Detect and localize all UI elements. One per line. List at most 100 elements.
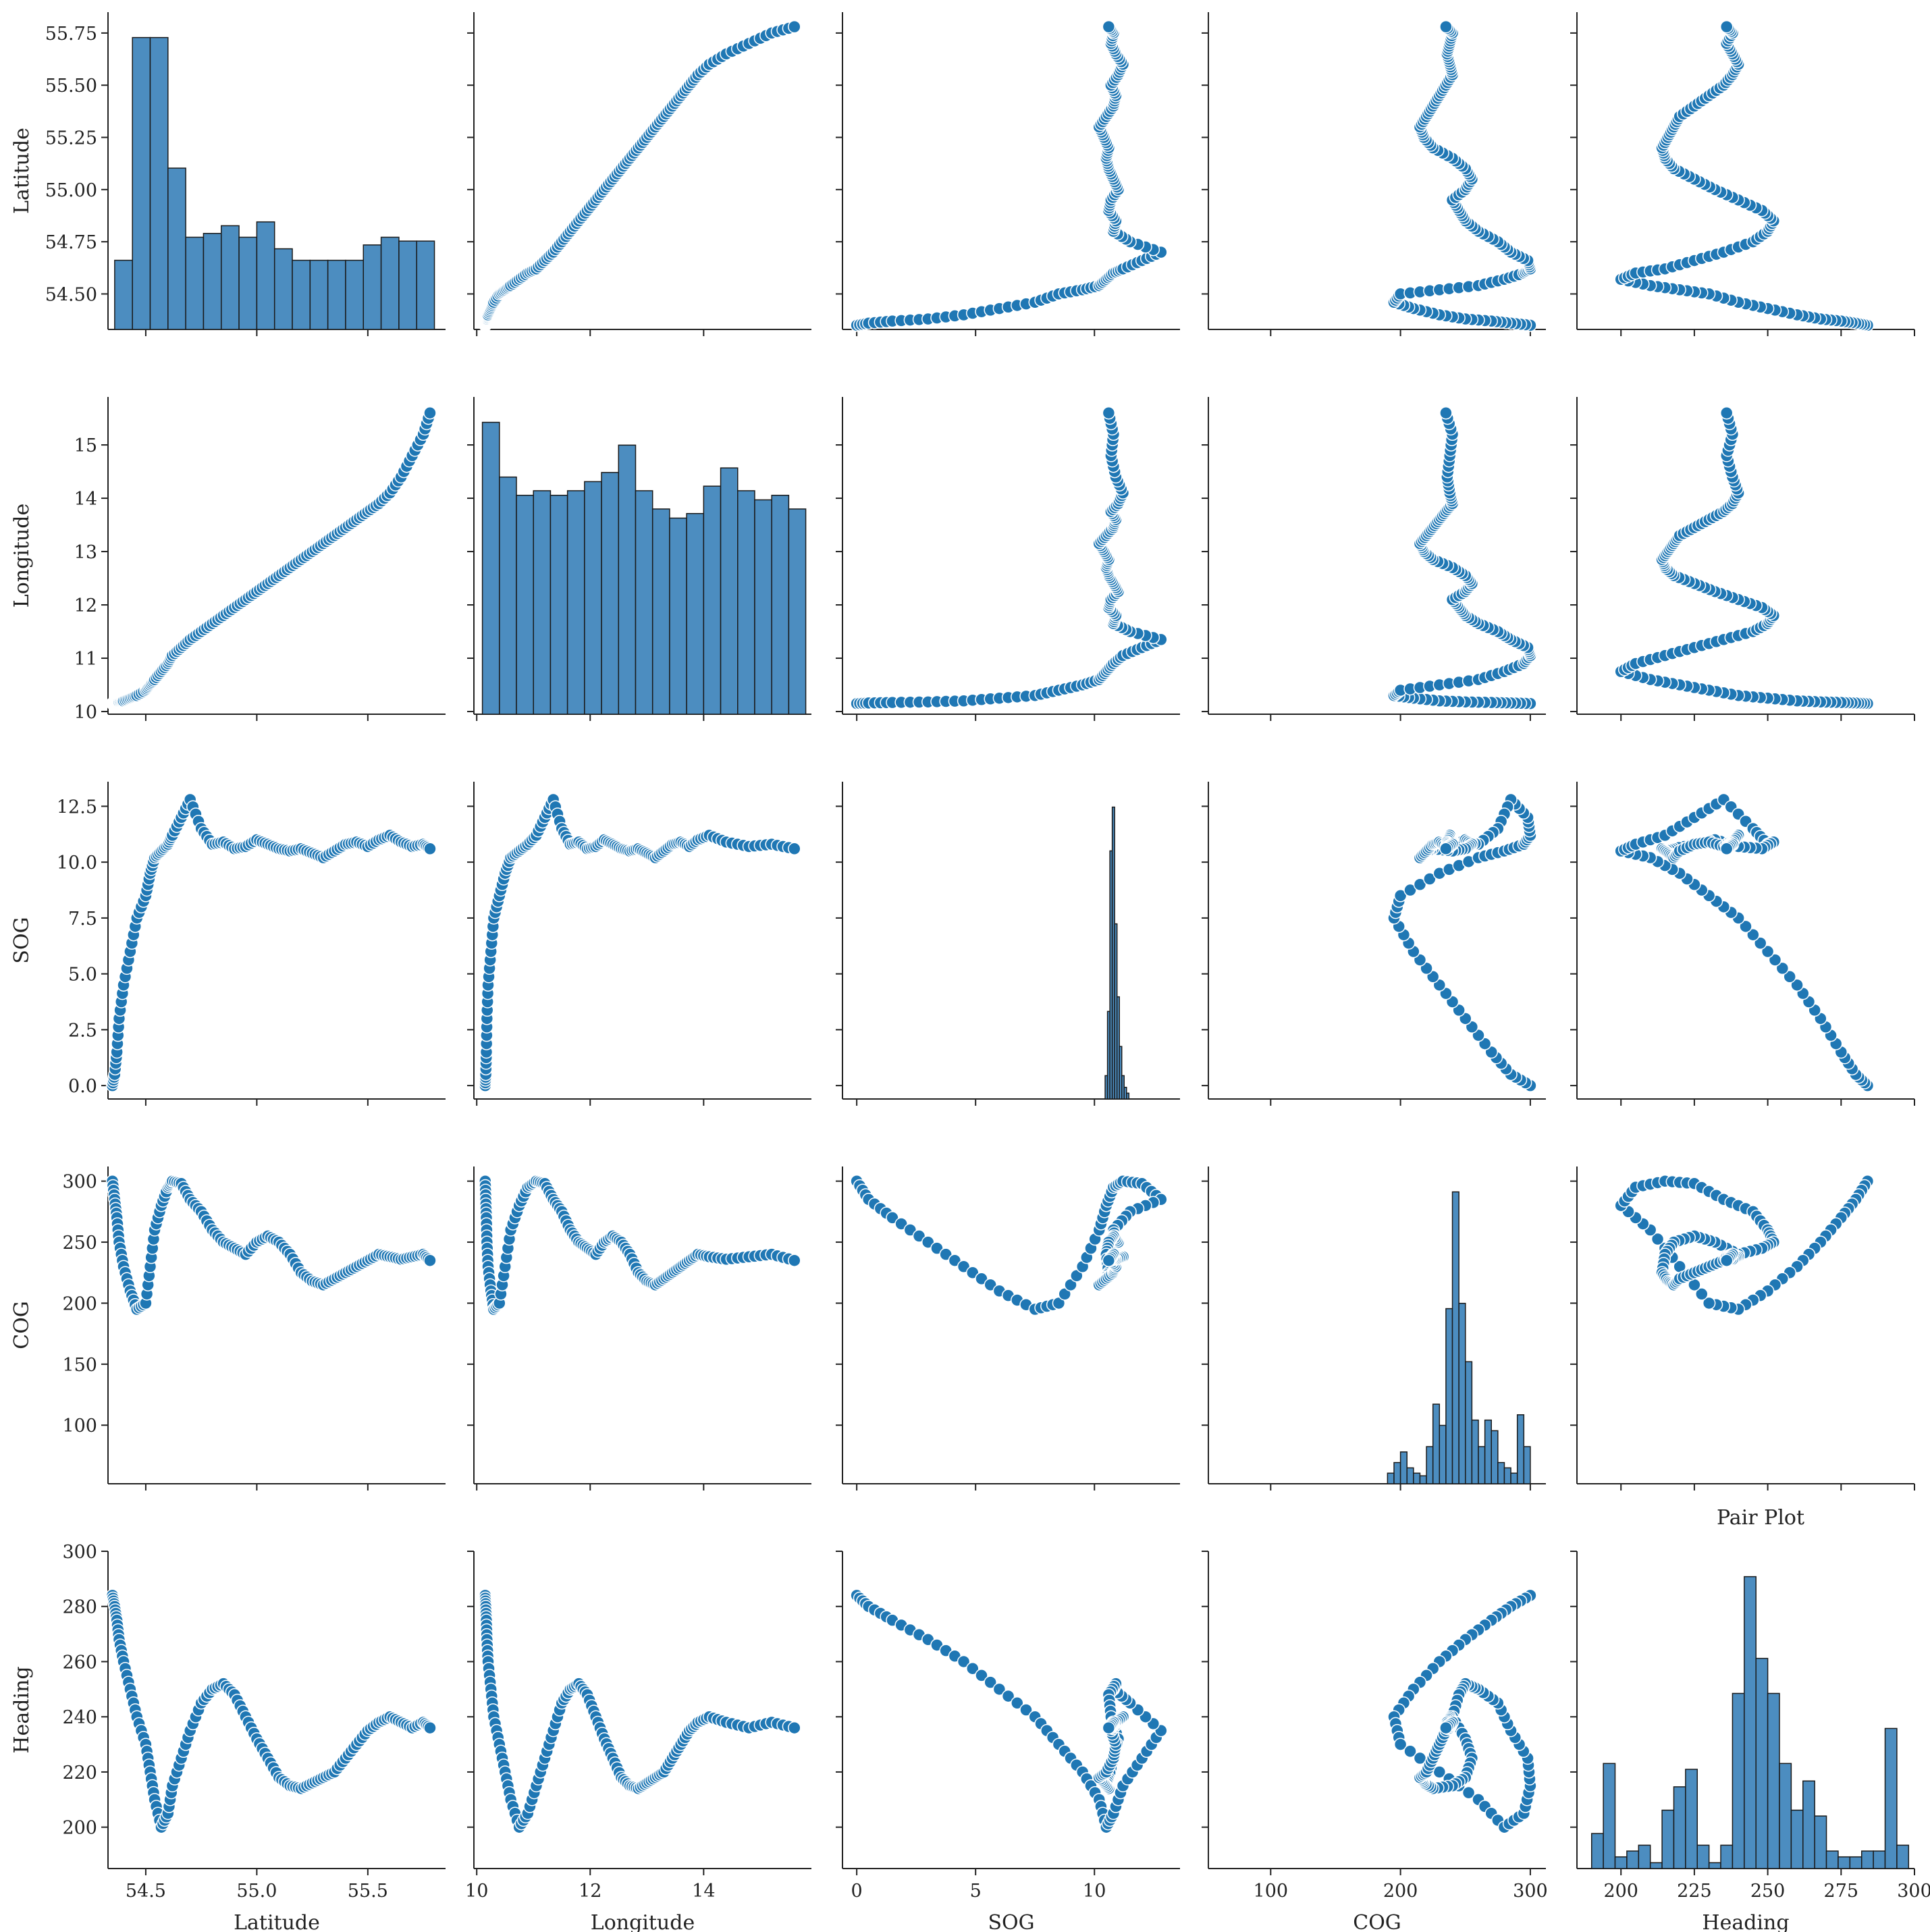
- scatter-point: [1102, 1721, 1116, 1735]
- y-tick-label: 280: [62, 1597, 97, 1618]
- y-axis-label: Longitude: [10, 504, 34, 608]
- scatter-point: [1064, 1278, 1077, 1292]
- scatter-point: [1052, 1296, 1066, 1310]
- scatter-point: [984, 1675, 997, 1689]
- y-tick-label: 10: [74, 702, 97, 723]
- histogram-bar: [1387, 1472, 1395, 1484]
- histogram-bar: [327, 259, 346, 330]
- histogram-bar: [185, 236, 205, 330]
- histogram-bar: [1873, 1850, 1886, 1869]
- scatter-point: [1102, 406, 1116, 420]
- panel-latitude-vs-heading: [1570, 12, 1915, 336]
- scatter-point: [930, 1241, 944, 1255]
- scatter-point: [1462, 1786, 1476, 1800]
- x-tick-label: 12: [579, 1881, 601, 1902]
- histogram-bar: [1399, 1451, 1408, 1484]
- histogram-bar: [398, 240, 417, 330]
- histogram-bar: [1767, 1692, 1780, 1869]
- scatter-point: [1702, 1296, 1716, 1310]
- histogram-bar: [1661, 1809, 1675, 1869]
- x-tick-label: 55.0: [236, 1881, 277, 1902]
- histogram-bar: [754, 499, 772, 715]
- panel-cog-vs-longitude: [467, 1166, 811, 1491]
- y-axis-label: COG: [10, 1301, 34, 1349]
- scatter-point: [921, 1235, 935, 1249]
- histogram-bar: [651, 508, 670, 715]
- histogram-bar: [1825, 1850, 1839, 1869]
- scatter-point: [939, 1247, 953, 1261]
- histogram-bar: [1419, 1475, 1427, 1484]
- y-axis-label: Latitude: [10, 128, 34, 214]
- histogram-bar: [238, 236, 258, 330]
- y-tick-label: 15: [74, 435, 97, 456]
- scatter-point: [894, 1217, 908, 1231]
- histogram-bar: [1432, 1403, 1441, 1484]
- scatter-point: [1102, 1254, 1116, 1267]
- scatter-point: [788, 20, 801, 34]
- histogram-bar: [1510, 1472, 1518, 1484]
- panel-cog-vs-cog: [1202, 1166, 1546, 1491]
- histogram-bar: [788, 508, 807, 715]
- histogram-bar: [363, 244, 382, 330]
- histogram-bar: [1755, 1657, 1769, 1869]
- scatter-point: [1775, 961, 1790, 975]
- histogram-bar: [256, 221, 275, 330]
- histogram-bar: [1393, 1461, 1401, 1484]
- histogram-bar: [1491, 1430, 1499, 1484]
- histogram-bar: [1708, 1862, 1721, 1869]
- scatter-point: [1393, 1738, 1408, 1751]
- y-tick-label: 200: [62, 1818, 97, 1839]
- scatter-point: [975, 1669, 988, 1682]
- histogram-bar: [345, 259, 365, 330]
- histogram-bar: [1614, 1856, 1628, 1869]
- scatter-point: [423, 842, 437, 856]
- y-tick-label: 10.0: [57, 853, 97, 874]
- x-tick-label: 225: [1677, 1881, 1712, 1902]
- scatter-point: [423, 1254, 437, 1267]
- histogram-bar: [1802, 1780, 1815, 1869]
- histogram-bar: [1814, 1815, 1827, 1869]
- histogram-bar: [1696, 1844, 1710, 1869]
- histogram-bar: [1451, 1191, 1459, 1484]
- histogram-bar: [1590, 1833, 1604, 1869]
- y-tick-label: 5.0: [68, 965, 97, 986]
- histogram-bar: [703, 485, 722, 715]
- y-axis-label: SOG: [10, 917, 34, 963]
- y-tick-label: 54.75: [45, 232, 97, 253]
- histogram-bar: [203, 233, 222, 330]
- y-tick-label: 200: [62, 1293, 97, 1314]
- scatter-point: [788, 1254, 801, 1267]
- histogram-bar: [1779, 1763, 1792, 1869]
- scatter-point: [1746, 928, 1760, 942]
- scatter-point: [957, 1655, 971, 1669]
- scatter-point: [1070, 1269, 1083, 1283]
- scatter-point: [1761, 944, 1775, 959]
- y-tick-label: 150: [62, 1355, 97, 1376]
- histogram-bar: [1503, 1467, 1511, 1484]
- x-tick-label: 0: [851, 1881, 863, 1902]
- scatter-point: [1783, 970, 1796, 984]
- panel-cog-vs-latitude: 100 150 200 250 300 COG: [10, 1166, 446, 1491]
- histogram-bar: [1720, 1844, 1734, 1869]
- panel-heading-vs-latitude: 200 220 240 260 280 300 54.5 55.0 55.5 Heading Lat…: [10, 1542, 446, 1932]
- histogram-bar: [1744, 1576, 1757, 1869]
- x-tick-label: 300: [1513, 1881, 1548, 1902]
- scatter-point: [1393, 889, 1408, 903]
- panel-latitude-vs-sog: [836, 12, 1180, 336]
- y-tick-label: 14: [74, 489, 97, 510]
- scatter-point: [1719, 842, 1734, 856]
- scatter-point: [1439, 20, 1453, 34]
- scatter-point: [1719, 20, 1734, 34]
- x-tick-label: 55.5: [348, 1881, 388, 1902]
- scatter-point: [1413, 878, 1427, 892]
- scatter-point: [788, 1721, 801, 1735]
- panel-latitude-vs-latitude: 54.50 54.75 55.00 55.25 55.50 55.75 Latitude: [10, 12, 446, 336]
- scatter-point: [1439, 842, 1453, 856]
- scatter-point: [1439, 406, 1453, 420]
- y-tick-label: 12: [74, 595, 97, 616]
- scatter-point: [975, 1272, 988, 1286]
- histogram-bar: [1896, 1844, 1910, 1869]
- histogram-bar: [1849, 1856, 1862, 1869]
- panel-heading-vs-cog: 100 200 300 COG: [1202, 1551, 1548, 1932]
